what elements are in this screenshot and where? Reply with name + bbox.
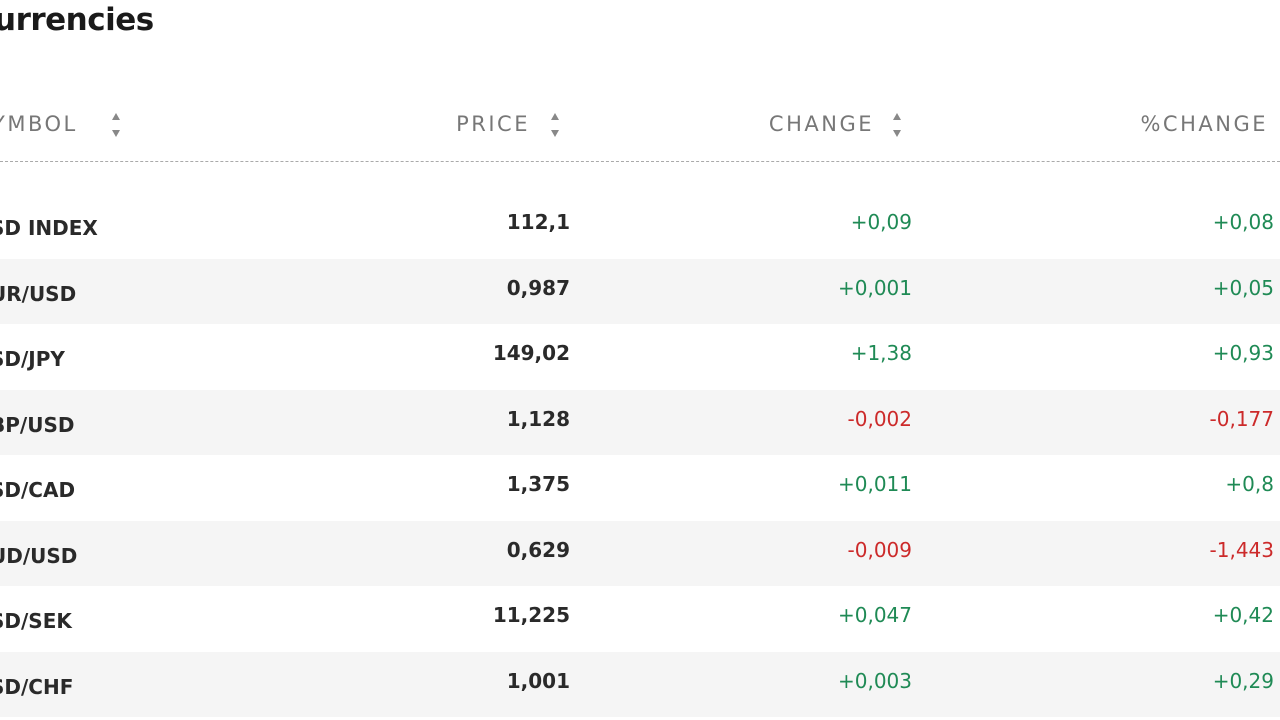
column-header[interactable]: CHANGE [768, 112, 874, 136]
page-title: urrencies [0, 2, 154, 38]
percent-change: -0,177 [1209, 406, 1274, 431]
column-header[interactable]: %CHANGE [1140, 112, 1268, 136]
change: +1,38 [850, 341, 912, 365]
table-row[interactable]: SD/JPY 149,02 +1,38 +0,93 [0, 324, 1280, 390]
percent-change: +0,08 [1212, 210, 1274, 234]
percent-change: +0,29 [1212, 668, 1274, 693]
symbol: UD/USD [0, 543, 78, 568]
sort-icon[interactable] [891, 111, 903, 139]
header-divider [0, 161, 1280, 162]
table-row[interactable]: SD/SEK 11,225 +0,047 +0,42 [0, 586, 1280, 652]
price: 11,225 [492, 603, 570, 627]
symbol: UR/USD [0, 281, 77, 306]
change: -0,009 [847, 537, 912, 562]
table-row[interactable]: SD/CAD 1,375 +0,011 +0,8 [0, 455, 1280, 521]
percent-change: +0,93 [1212, 341, 1274, 365]
price: 149,02 [492, 341, 570, 365]
price: 0,629 [506, 537, 570, 562]
symbol: BP/USD [0, 412, 75, 437]
price: 1,001 [506, 668, 570, 693]
symbol: SD INDEX [0, 216, 98, 240]
change: +0,011 [837, 472, 912, 496]
sort-icon[interactable] [110, 111, 122, 139]
percent-change: +0,42 [1212, 603, 1274, 627]
percent-change: +0,8 [1225, 472, 1274, 496]
table-row[interactable]: BP/USD 1,128 -0,002 -0,177 [0, 389, 1280, 455]
symbol: SD/JPY [0, 347, 65, 371]
percent-change: +0,05 [1212, 275, 1274, 300]
symbol: SD/SEK [0, 609, 72, 633]
column-header[interactable]: PRICE [456, 112, 530, 136]
price: 112,1 [506, 210, 570, 234]
table-row[interactable]: SD/CHF 1,001 +0,003 +0,29 [0, 651, 1280, 717]
change: -0,002 [847, 406, 912, 431]
sort-icon[interactable] [549, 111, 561, 139]
table-row[interactable]: UD/USD 0,629 -0,009 -1,443 [0, 520, 1280, 586]
price: 0,987 [506, 275, 570, 300]
table-row[interactable]: UR/USD 0,987 +0,001 +0,05 [0, 258, 1280, 324]
table-row[interactable]: SD INDEX 112,1 +0,09 +0,08 [0, 193, 1280, 259]
change: +0,001 [837, 275, 912, 300]
symbol: SD/CHF [0, 674, 74, 699]
percent-change: -1,443 [1209, 537, 1274, 562]
change: +0,09 [850, 210, 912, 234]
change: +0,003 [837, 668, 912, 693]
symbol: SD/CAD [0, 478, 76, 502]
column-header[interactable]: YMBOL [0, 112, 78, 136]
price: 1,375 [506, 472, 570, 496]
change: +0,047 [837, 603, 912, 627]
price: 1,128 [506, 406, 570, 431]
